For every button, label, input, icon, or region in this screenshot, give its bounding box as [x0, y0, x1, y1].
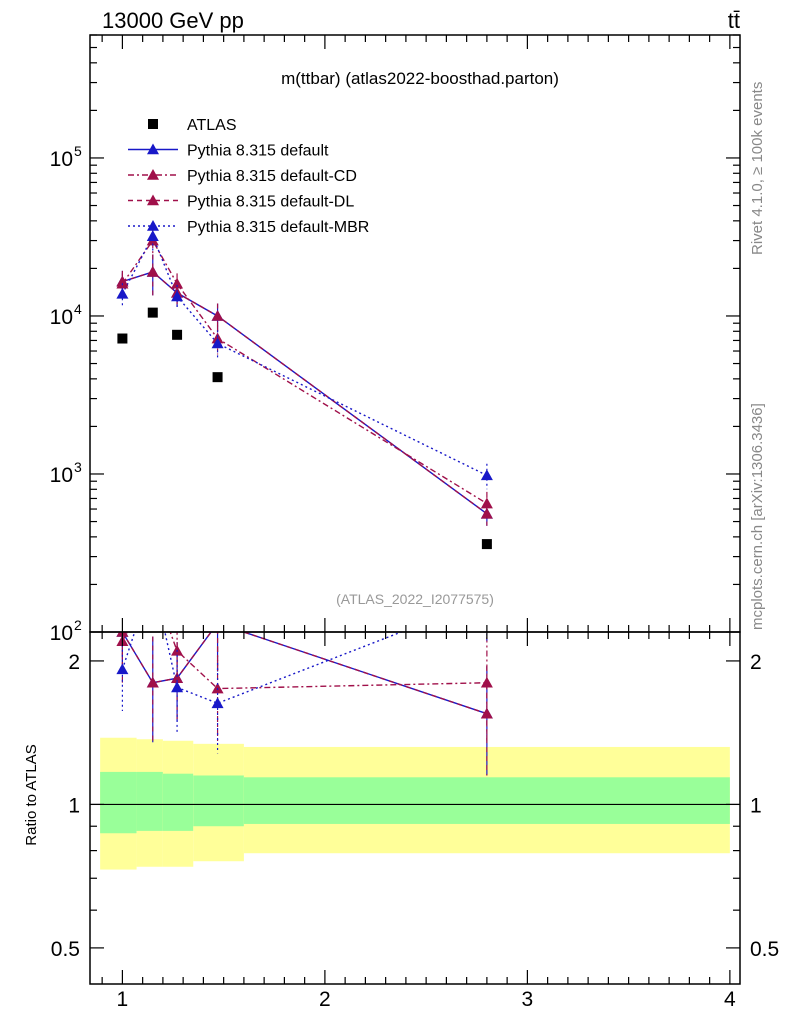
series-1-ratio-point: [212, 617, 224, 628]
legend-label: Pythia 8.315 default-MBR: [187, 219, 369, 236]
legend-marker-triangle: [147, 143, 159, 155]
series-3-point: [116, 275, 129, 287]
main-ytick-label: 10: [50, 622, 73, 645]
series-4-point: [146, 230, 159, 241]
series-4-ratio-point: [116, 663, 129, 675]
xtick-label: 2: [319, 988, 331, 1011]
uncertainty-band-inner: [136, 771, 163, 831]
atlas-data-point: [212, 372, 223, 383]
series-4-line: [121, 234, 488, 477]
series-3-ratio-point: [146, 676, 159, 688]
xtick-label: 1: [117, 988, 129, 1011]
series-1-line: [122, 271, 488, 515]
series-4-ratio-point: [211, 697, 224, 709]
series-3-point: [211, 309, 224, 321]
atlas-data-point: [481, 539, 492, 550]
process-label: tt̄: [728, 8, 740, 33]
atlas-data-point: [147, 307, 158, 318]
series-4-point: [116, 287, 129, 299]
atlas-data-point: [172, 329, 183, 340]
series-4-ratio-point: [171, 681, 184, 693]
series-3-point: [480, 507, 493, 519]
series-4-point: [171, 290, 184, 302]
xtick-label: 3: [522, 988, 534, 1011]
legend-label: ATLAS: [187, 117, 237, 134]
main-ytick-exponent: 4: [74, 301, 82, 317]
ratio-panel: 0.5 0.5 1 1 2 2 Ratio to ATLAS: [23, 571, 779, 985]
uncertainty-band-inner: [243, 777, 730, 824]
legend-label: Pythia 8.315 default-CD: [187, 168, 357, 185]
main-ytick-exponent: 3: [74, 459, 82, 475]
uncertainty-band-inner: [193, 775, 244, 827]
atlas-data-point: [117, 333, 128, 344]
x-axis: 1 2 3 4: [101, 35, 736, 1011]
legend-item-3: Pythia 8.315 default-DL: [128, 194, 354, 211]
legend-marker-triangle: [147, 194, 159, 206]
series-3-ratio-point: [171, 672, 184, 683]
legend: ATLAS Pythia 8.315 default Pythia 8.315 de…: [128, 117, 369, 236]
series-2-ratio-point: [211, 682, 224, 694]
series-2-ratio-point: [147, 578, 159, 589]
ratio-ytick-label-right: 1: [750, 794, 762, 817]
collision-label: 13000 GeV pp: [102, 8, 244, 33]
series-2-point: [480, 497, 493, 509]
ratio-ytick-label-right: 0.5: [750, 938, 779, 961]
ratio-ylabel: Ratio to ATLAS: [23, 744, 40, 845]
uncertainty-band-inner: [162, 773, 194, 831]
rivet-version-label: Rivet 4.1.0, ≥ 100k events: [749, 82, 766, 255]
main-ytick-label: 10: [50, 148, 73, 171]
main-ytick-label: 10: [50, 464, 73, 487]
series-4-point: [480, 469, 493, 481]
legend-marker-square: [148, 119, 158, 129]
legend-item-4: Pythia 8.315 default-MBR: [128, 219, 369, 236]
analysis-watermark: (ATLAS_2022_I2077575): [336, 591, 494, 607]
chart-title: m(ttbar) (atlas2022-boosthad.parton): [281, 69, 559, 88]
mcplots-label: mcplots.cern.ch [arXiv:1306.3436]: [749, 403, 766, 630]
uncertainty-band-inner: [100, 771, 137, 834]
main-ytick-label: 10: [50, 306, 73, 329]
series-3-ratio-point: [212, 617, 224, 628]
legend-label: Pythia 8.315 default-DL: [187, 194, 354, 211]
ratio-ytick-label: 0.5: [51, 938, 80, 961]
series-2-ratio-point: [480, 676, 493, 688]
legend-marker-triangle: [147, 220, 159, 231]
xtick-label: 4: [724, 988, 736, 1011]
legend-item-1: Pythia 8.315 default: [128, 143, 329, 160]
series-3-line: [122, 271, 488, 515]
legend-item-0: ATLAS: [148, 117, 237, 134]
legend-marker-triangle: [147, 169, 159, 180]
main-ytick-exponent: 5: [74, 143, 82, 159]
legend-item-2: Pythia 8.315 default-CD: [128, 168, 357, 185]
main-ytick-exponent: 2: [74, 617, 82, 633]
ratio-ytick-label: 1: [68, 794, 80, 817]
series-3-ratio-point: [480, 707, 493, 719]
ratio-ytick-label-right: 2: [750, 651, 762, 674]
series-4-point: [211, 337, 224, 349]
ratio-ytick-label: 2: [68, 651, 80, 674]
series-3-point: [146, 265, 159, 277]
legend-label: Pythia 8.315 default: [187, 143, 329, 160]
series-4-ratio-point: [147, 571, 159, 582]
ratio-frame: [89, 631, 741, 985]
